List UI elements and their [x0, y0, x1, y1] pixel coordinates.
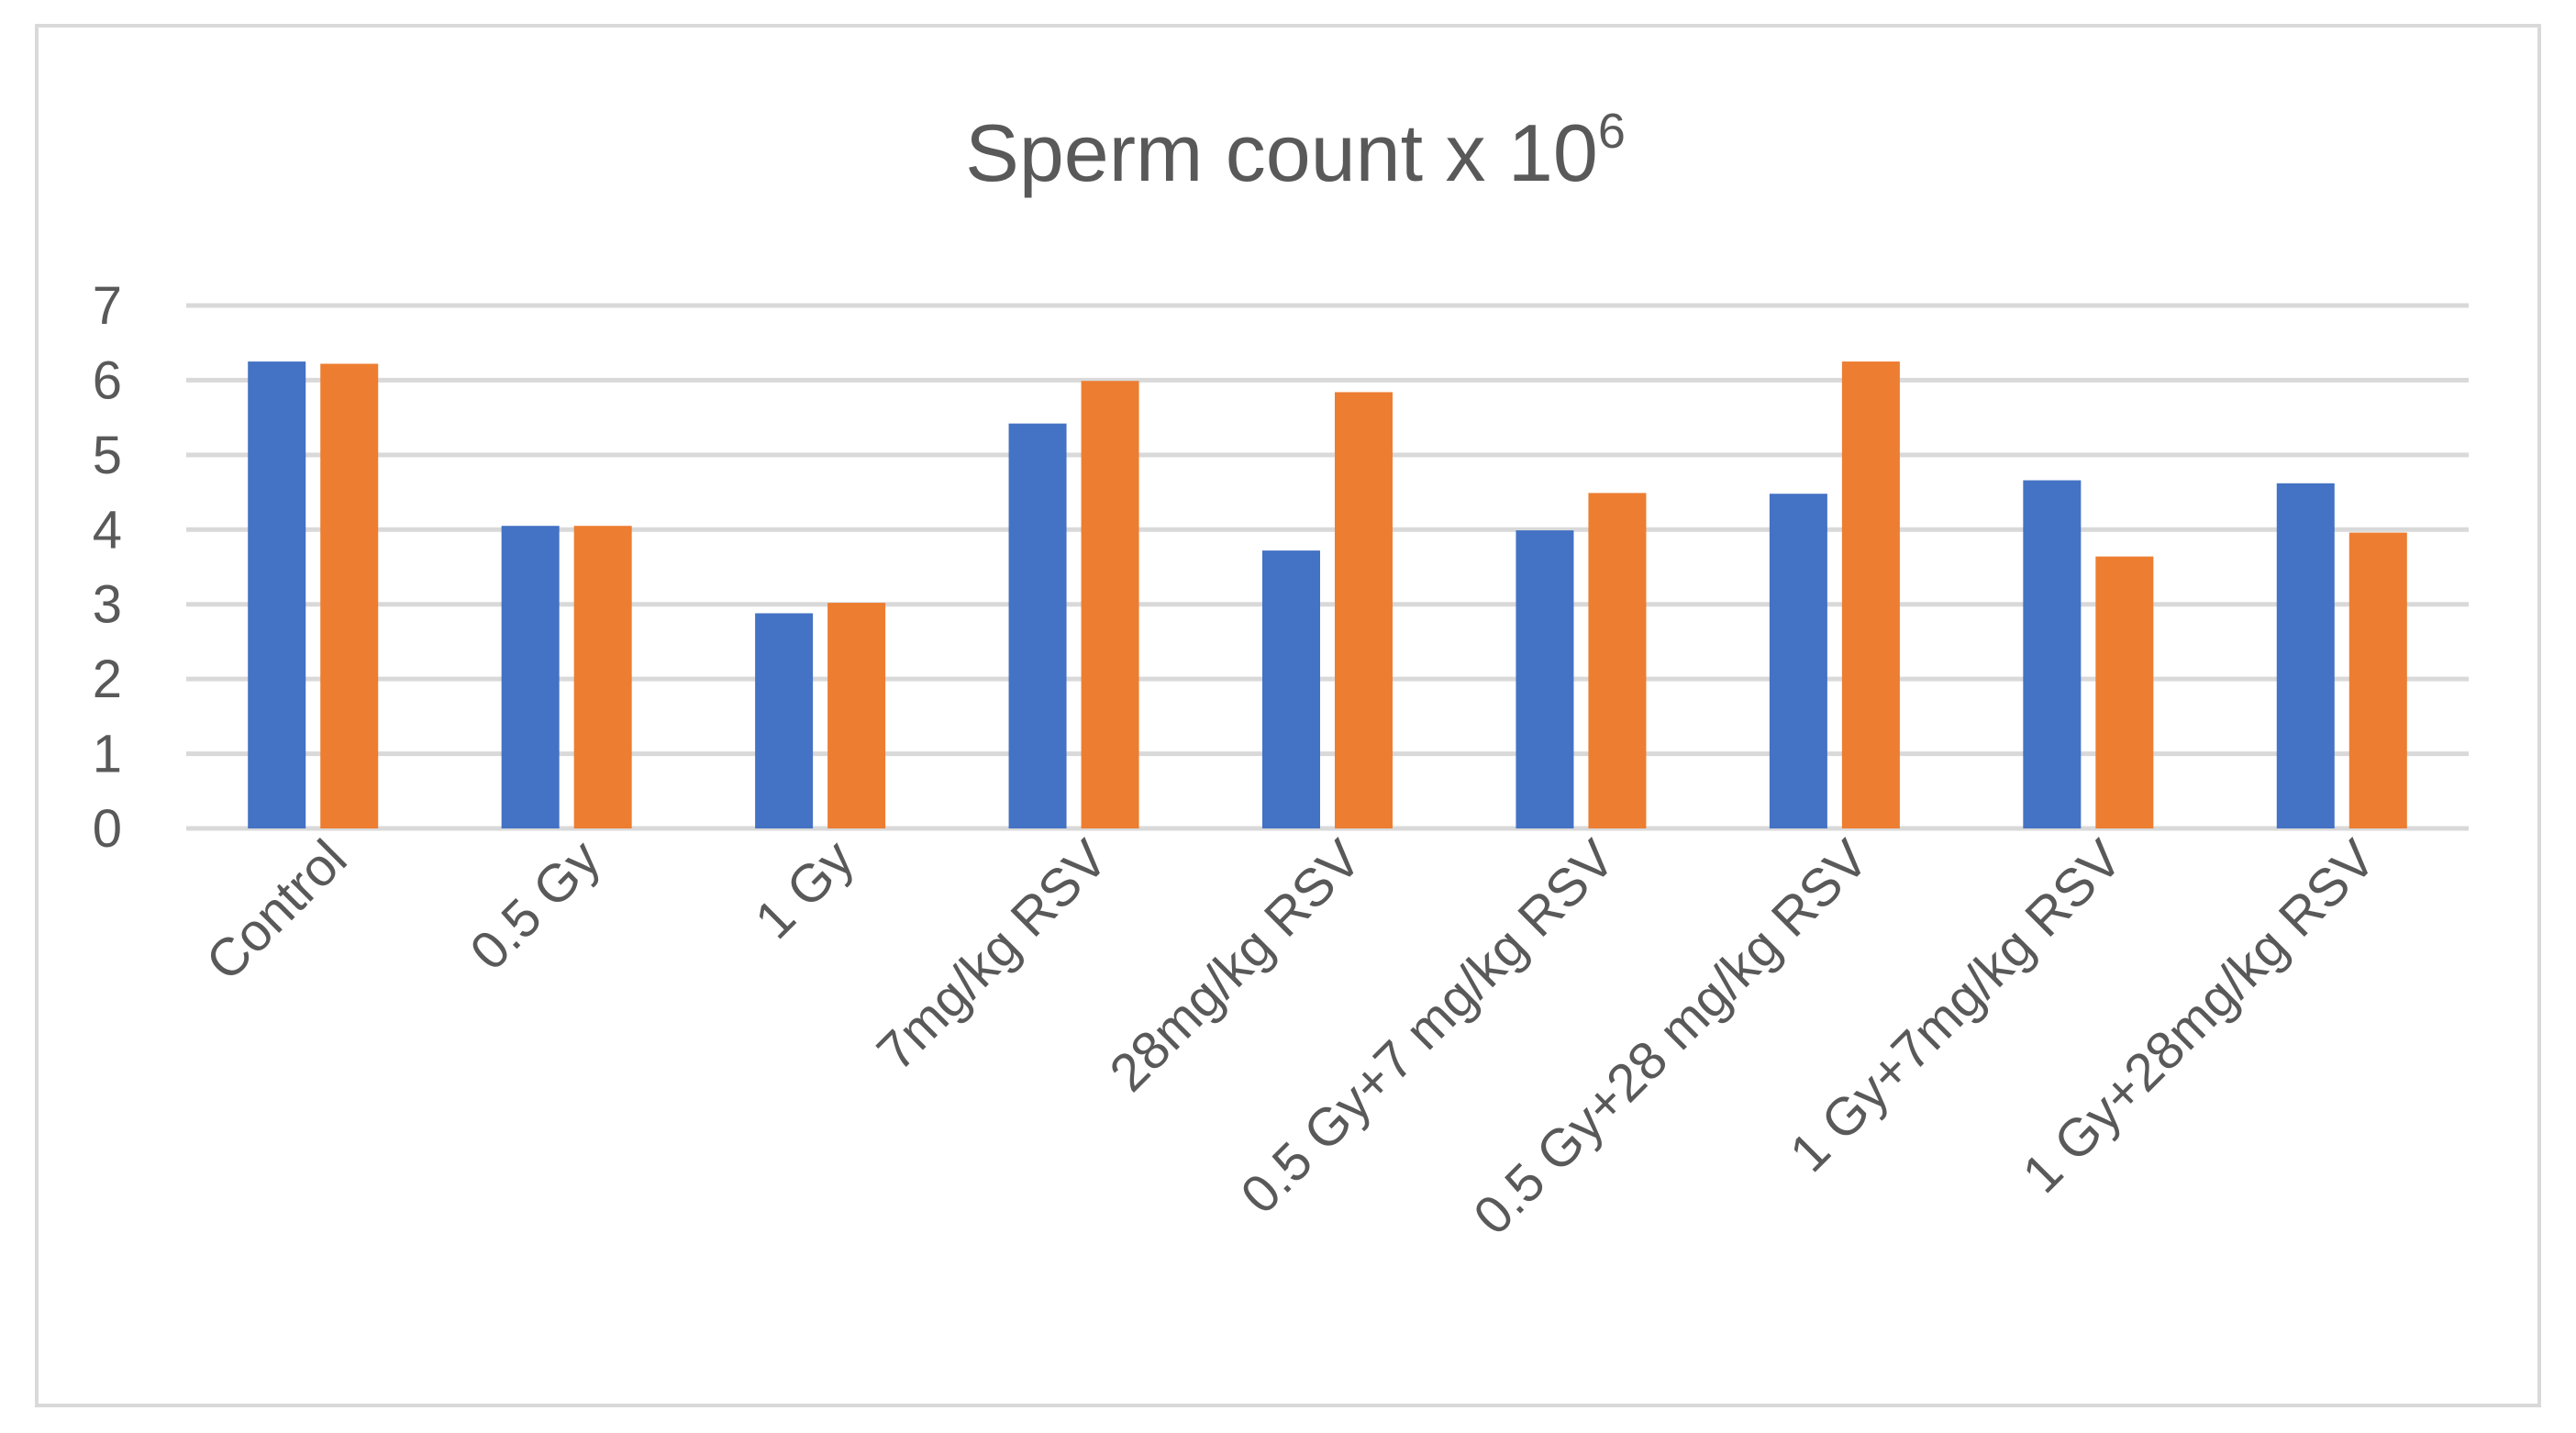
bar-2	[320, 363, 379, 828]
y-tick-label: 3	[93, 575, 122, 635]
bar-1	[755, 613, 814, 828]
gridlines	[186, 303, 2469, 831]
bar-2	[1588, 493, 1647, 828]
bar-1	[2023, 480, 2082, 828]
chart-title-superscript: 6	[1598, 104, 1626, 159]
bar-1	[1008, 423, 1067, 828]
bar-2	[827, 603, 886, 828]
bar-2	[1841, 361, 1900, 828]
bar-1	[1516, 530, 1574, 828]
x-tick-label: 1 Gy	[744, 828, 866, 950]
y-tick-label: 7	[93, 276, 122, 336]
bars	[248, 361, 2407, 828]
bar-2	[2348, 532, 2407, 828]
bar-1	[2276, 483, 2335, 828]
x-tick-label: 28mg/kg RSV	[1098, 828, 1372, 1103]
bar-2	[1335, 392, 1393, 828]
y-tick-label: 4	[93, 500, 122, 560]
bar-1	[1769, 494, 1827, 828]
bar-2	[2095, 556, 2154, 828]
bar-1	[1262, 550, 1320, 828]
bar-2	[573, 526, 632, 828]
bar-2	[1081, 381, 1139, 828]
y-tick-label: 0	[93, 799, 122, 859]
x-tick-label: 7mg/kg RSV	[866, 828, 1119, 1082]
y-axis-tick-labels: 0 1 2 3 4 5 6 7	[93, 276, 122, 859]
bar-1	[501, 526, 560, 828]
chart-title-main: Sperm count x 10	[965, 107, 1598, 198]
x-tick-label: Control	[194, 828, 358, 992]
bar-1	[248, 361, 306, 828]
y-tick-label: 1	[93, 725, 122, 784]
y-tick-label: 2	[93, 650, 122, 709]
y-tick-label: 6	[93, 350, 122, 410]
chart-title: Sperm count x 106	[965, 104, 1626, 198]
y-tick-label: 5	[93, 426, 122, 485]
x-tick-label: 0.5 Gy	[459, 828, 612, 982]
